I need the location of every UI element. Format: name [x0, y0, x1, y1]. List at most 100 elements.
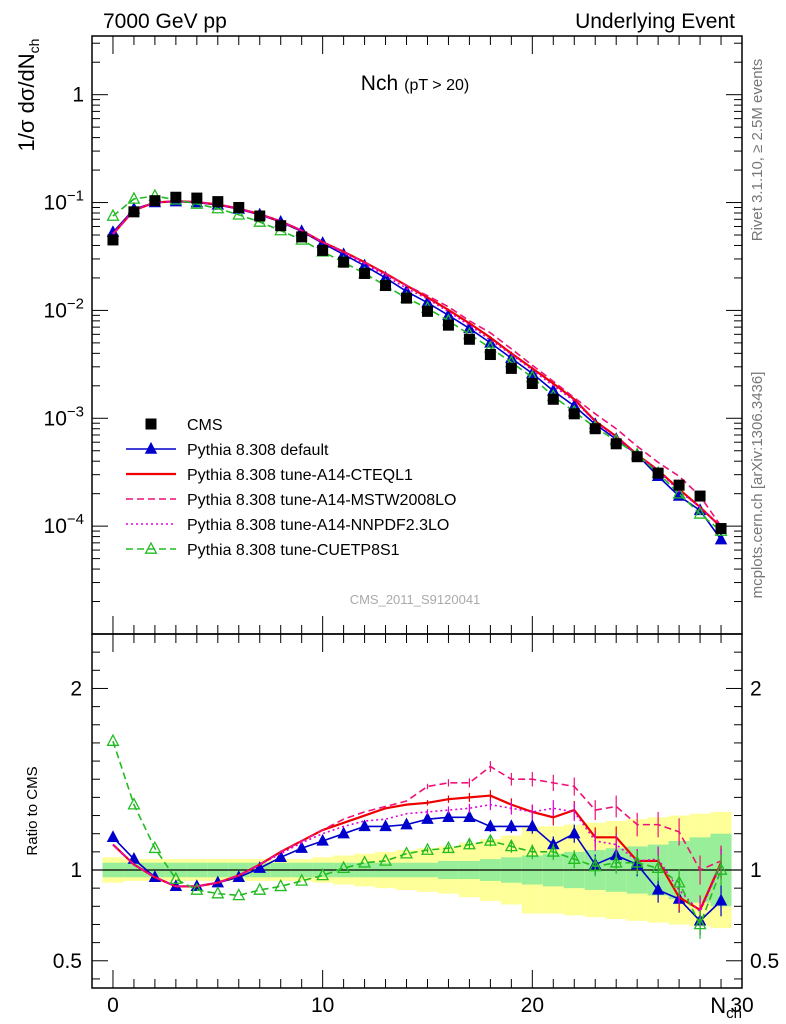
data-point — [274, 850, 287, 862]
x-tick-label: 20 — [521, 994, 544, 1017]
y-tick-mantissa: 10 — [44, 299, 67, 322]
data-point — [212, 196, 224, 208]
data-point — [211, 201, 225, 214]
data-point — [191, 192, 203, 204]
data-point — [169, 871, 183, 884]
data-point — [672, 875, 686, 888]
y-tick-label: 10−2 — [44, 295, 84, 322]
data-point — [525, 844, 539, 857]
ratio-y-tick-label: 1 — [70, 859, 82, 882]
data-point — [483, 833, 497, 846]
y-tick-mantissa: 10 — [44, 407, 67, 430]
legend-label: CMS — [187, 417, 223, 434]
data-point — [107, 234, 119, 246]
data-point — [106, 208, 120, 221]
data-point — [441, 840, 455, 854]
data-point — [631, 451, 643, 463]
data-point — [295, 841, 308, 853]
y-tick-exponent: −4 — [67, 511, 84, 528]
data-point — [421, 305, 433, 317]
data-point — [547, 393, 559, 405]
ratio-y-axis-label: Ratio to CMS — [24, 766, 41, 855]
data-point — [421, 812, 434, 824]
data-point — [651, 860, 665, 874]
x-axis-label: Nch — [710, 993, 742, 1022]
data-point — [232, 207, 246, 220]
data-point — [253, 882, 267, 895]
data-point — [316, 833, 329, 846]
data-point — [128, 206, 140, 218]
data-point — [144, 441, 158, 454]
legend-label: Pythia 8.308 default — [187, 442, 329, 459]
data-point — [338, 256, 350, 268]
plot-title-sub: (pT > 20) — [404, 77, 469, 94]
series-line — [112, 803, 722, 914]
main-y-axis-label-text: 1/σ dσ/dN — [14, 53, 39, 151]
data-point — [274, 878, 288, 892]
data-point — [253, 861, 266, 873]
data-point — [401, 292, 413, 304]
data-point — [296, 231, 308, 243]
data-point — [379, 819, 392, 832]
data-point — [190, 882, 204, 895]
y-tick-exponent: −2 — [67, 295, 84, 312]
x-tick-label: 30 — [730, 994, 753, 1017]
ratio-y-tick-label-right: 2 — [750, 677, 762, 700]
data-point — [630, 855, 644, 868]
data-point — [714, 532, 728, 545]
cms-data-points — [107, 191, 727, 535]
legend-label: Pythia 8.308 tune-A14-NNPDF2.3LO — [187, 517, 449, 534]
plot-title: Nch (pT > 20) — [361, 72, 469, 95]
legend: CMS Pythia 8.308 default Pythia 8.308 tune… — [126, 417, 456, 559]
rivet-label: Rivet 3.1.10, ≥ 2.5M events — [749, 59, 766, 242]
data-point — [484, 349, 496, 361]
data-point — [400, 846, 413, 859]
ratio-y-tick-label: 0.5 — [53, 950, 82, 973]
y-tick-label: 10−3 — [44, 403, 84, 430]
mcplots-label: mcplots.cern.ch [arXiv:1306.3436] — [749, 372, 766, 599]
y-tick-mantissa: 10 — [44, 192, 67, 215]
data-point — [379, 853, 393, 866]
data-point — [442, 810, 455, 823]
series-line — [112, 195, 722, 532]
main-series-4 — [112, 200, 722, 528]
data-point — [148, 840, 162, 854]
data-point — [672, 486, 686, 499]
data-point — [170, 191, 182, 203]
data-point — [337, 860, 351, 874]
y-tick-exponent: −3 — [67, 403, 84, 420]
data-point — [504, 839, 518, 852]
data-point — [463, 810, 476, 823]
legend-label: Pythia 8.308 tune-CUETP8S1 — [187, 542, 400, 559]
data-point — [359, 267, 371, 279]
legend-marker — [145, 418, 157, 430]
y-tick-label: 10−1 — [44, 188, 84, 215]
data-point — [651, 882, 665, 895]
data-point — [358, 819, 371, 832]
data-point — [714, 862, 728, 875]
x-axis-label-sub: ch — [726, 1005, 742, 1022]
data-point — [588, 858, 602, 872]
data-point — [715, 523, 727, 535]
data-point — [546, 844, 560, 857]
data-point — [317, 244, 329, 256]
data-point — [484, 819, 497, 832]
x-tick-label: 0 — [107, 994, 119, 1017]
ratio-series-4 — [106, 733, 728, 939]
series-line — [112, 200, 722, 541]
data-point — [505, 819, 518, 832]
ratio-y-tick-label: 2 — [70, 677, 82, 700]
data-point — [526, 819, 539, 832]
data-point — [673, 479, 685, 491]
ratio-y-tick-label-right: 1 — [750, 859, 762, 882]
data-point — [232, 888, 246, 901]
data-point — [149, 195, 161, 207]
main-y-axis-label-sub: ch — [26, 39, 42, 54]
header-right: Underlying Event — [575, 10, 735, 33]
data-point — [694, 490, 706, 502]
analysis-watermark: CMS_2011_S9120041 — [350, 592, 481, 607]
plot-title-main: Nch — [361, 72, 398, 95]
data-point — [295, 873, 309, 886]
data-point — [567, 851, 581, 864]
legend-label: Pythia 8.308 tune-A14-CTEQL1 — [187, 467, 413, 484]
